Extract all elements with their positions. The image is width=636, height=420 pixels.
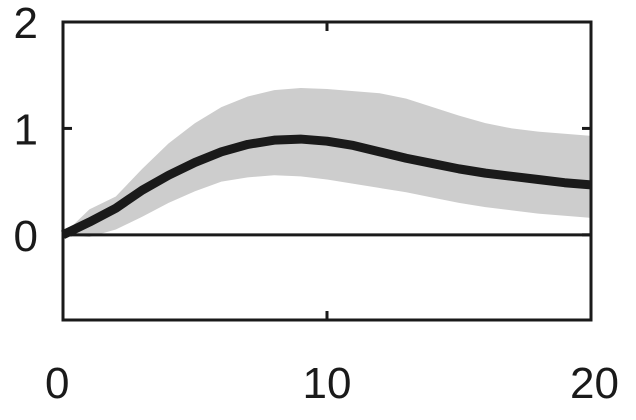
y-tick-label: 0 (14, 212, 38, 261)
y-tick-label: 2 (14, 0, 38, 48)
series-line-layer (61, 134, 592, 239)
series-line-0 (61, 134, 592, 239)
x-tick-label: 20 (570, 359, 619, 408)
x-tick-label: 10 (303, 359, 352, 408)
tick-labels: 0 10 20 0 1 2 (14, 0, 619, 408)
axis-ticks (61, 20, 593, 320)
confidence-band-layer (63, 87, 591, 237)
x-tick-label: 0 (45, 359, 69, 408)
y-tick-label: 1 (14, 105, 38, 154)
confidence-band-0 (63, 87, 591, 237)
